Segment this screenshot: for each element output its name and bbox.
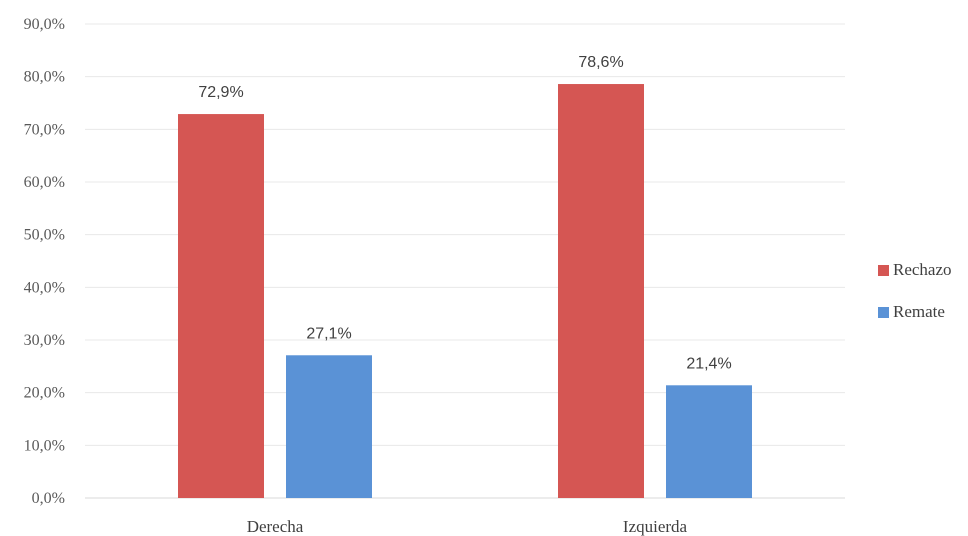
y-tick-label: 70,0% bbox=[24, 121, 65, 138]
legend-label: Rechazo bbox=[893, 260, 952, 279]
y-tick-label: 30,0% bbox=[24, 332, 65, 349]
y-tick-label: 50,0% bbox=[24, 227, 65, 244]
y-tick-label: 60,0% bbox=[24, 174, 65, 191]
y-tick-label: 80,0% bbox=[24, 69, 65, 86]
legend: Rechazo Remate bbox=[878, 260, 952, 321]
x-axis-ticks: Derecha Izquierda bbox=[247, 517, 688, 536]
data-label: 72,9% bbox=[198, 84, 243, 101]
data-labels: 72,9% 27,1% 78,6% 21,4% bbox=[198, 54, 731, 372]
bar-remate-izquierda bbox=[666, 385, 752, 498]
data-label: 21,4% bbox=[686, 355, 731, 372]
data-label: 78,6% bbox=[578, 54, 623, 71]
y-tick-label: 90,0% bbox=[24, 16, 65, 33]
x-tick-label: Izquierda bbox=[623, 517, 688, 536]
bar-remate-derecha bbox=[286, 355, 372, 498]
bar-rechazo-izquierda bbox=[558, 84, 644, 498]
y-tick-label: 40,0% bbox=[24, 279, 65, 296]
y-tick-label: 10,0% bbox=[24, 437, 65, 454]
bars bbox=[178, 84, 752, 498]
legend-swatch bbox=[878, 265, 889, 276]
legend-label: Remate bbox=[893, 302, 945, 321]
y-tick-label: 0,0% bbox=[32, 490, 65, 507]
y-axis-ticks: 0,0% 10,0% 20,0% 30,0% 40,0% 50,0% 60,0% 70,0% 8… bbox=[24, 16, 65, 507]
y-tick-label: 20,0% bbox=[24, 385, 65, 402]
legend-swatch bbox=[878, 307, 889, 318]
data-label: 27,1% bbox=[306, 325, 351, 342]
bar-rechazo-derecha bbox=[178, 114, 264, 498]
x-tick-label: Derecha bbox=[247, 517, 304, 536]
